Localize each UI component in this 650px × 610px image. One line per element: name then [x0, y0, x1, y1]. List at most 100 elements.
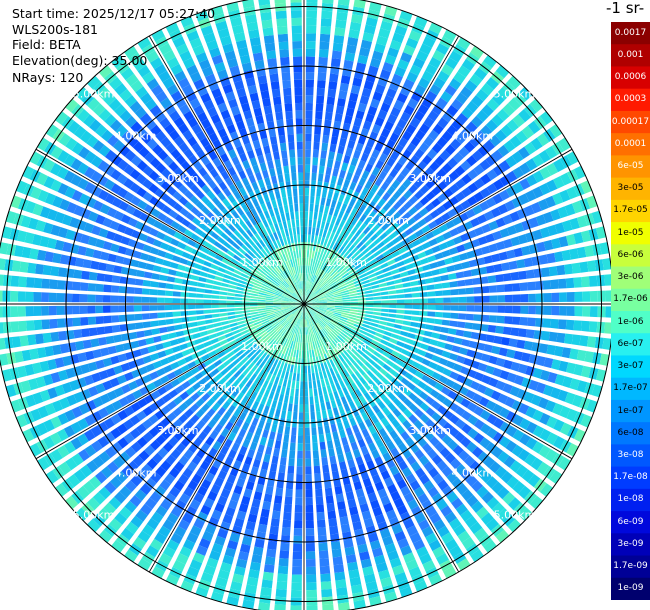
ray-bin: [357, 194, 365, 204]
ray-bin: [230, 258, 239, 265]
ray-bin: [349, 181, 357, 191]
ray-bin: [259, 387, 266, 396]
ray-bin: [237, 47, 249, 57]
ray-bin: [582, 306, 591, 317]
ray-bin: [267, 541, 278, 550]
ray-bin: [111, 539, 125, 553]
ray-bin: [276, 119, 284, 129]
ray-bin: [175, 499, 187, 511]
ray-bin: [452, 236, 463, 245]
ray-bin: [511, 400, 523, 412]
ray-bin: [287, 315, 294, 322]
ray-bin: [107, 253, 117, 263]
ray-bin: [384, 54, 397, 65]
ray-bin: [305, 149, 311, 158]
ray-bin: [405, 559, 419, 571]
ray-bin: [495, 129, 508, 142]
ray-bin: [186, 431, 196, 442]
ray-bin: [416, 329, 425, 336]
ray-bin: [519, 86, 533, 101]
colorbar-tick-label: 0.0006: [614, 72, 647, 83]
ray-bin: [535, 214, 547, 226]
ray-bin: [449, 371, 459, 381]
ray-bin: [357, 294, 366, 298]
ray-bin: [396, 299, 405, 304]
ray-bin: [273, 301, 281, 303]
ray-bin: [538, 150, 551, 163]
ray-bin: [310, 307, 319, 311]
ray-bin: [258, 369, 265, 378]
ray-bin: [96, 326, 106, 335]
ray-bin: [264, 556, 276, 566]
ray-bin: [98, 529, 113, 543]
ray-bin: [304, 350, 307, 359]
ray-bin: [444, 343, 454, 351]
ray-bin: [85, 350, 95, 361]
ray-bin: [0, 290, 3, 302]
ray-bin: [431, 103, 444, 116]
ray-bin: [504, 396, 516, 408]
ray-bin: [71, 142, 84, 155]
ray-bin: [423, 461, 435, 472]
ray-bin: [359, 356, 367, 364]
ray-bin: [257, 523, 268, 533]
ray-bin: [55, 483, 69, 497]
ray-bin: [302, 311, 304, 320]
ray-bin: [211, 54, 224, 65]
ray-bin: [138, 232, 148, 242]
ray-bin: [269, 192, 276, 201]
ray-bin: [229, 414, 238, 424]
ray-bin: [305, 95, 314, 104]
ray-bin: [52, 252, 62, 264]
ray-bin: [196, 287, 205, 293]
ray-bin: [298, 334, 301, 343]
ray-bin: [410, 280, 419, 287]
colorbar-tick-label: 3e-05: [617, 183, 644, 194]
ray-bin: [464, 80, 478, 93]
ray-bin: [373, 250, 382, 258]
ray-bin: [275, 111, 284, 121]
ray-bin: [287, 348, 292, 357]
ray-bin: [318, 295, 326, 300]
ray-bin: [304, 358, 307, 366]
ray-bin: [235, 361, 244, 370]
ray-bin: [242, 294, 251, 298]
ray-bin: [247, 361, 255, 370]
ray-bin: [257, 476, 266, 486]
ray-bin: [260, 587, 272, 597]
ray-bin: [177, 241, 187, 250]
ray-bin: [395, 425, 406, 435]
ray-bin: [279, 328, 286, 336]
ray-bin: [212, 259, 221, 266]
ray-bin: [95, 316, 104, 325]
ray-bin: [329, 240, 336, 249]
ray-bin: [263, 256, 270, 264]
ray-bin: [184, 355, 194, 363]
ray-bin: [218, 304, 227, 308]
ray-bin: [226, 124, 237, 134]
ray-bin: [280, 56, 290, 66]
ray-bin: [197, 320, 206, 326]
ray-bin: [282, 158, 289, 167]
ray-bin: [294, 282, 299, 290]
ray-bin: [264, 422, 271, 431]
ray-bin: [95, 471, 108, 484]
ray-bin: [263, 453, 271, 463]
ray-bin: [310, 242, 314, 251]
ray-bin: [275, 276, 282, 284]
ray-bin: [306, 17, 317, 26]
ray-bin: [263, 35, 275, 44]
ray-bin: [442, 368, 452, 377]
ray-bin: [237, 262, 246, 269]
ray-bin: [332, 328, 340, 335]
ray-bin: [369, 343, 378, 350]
ray-bin: [280, 304, 289, 307]
ray-bin: [414, 190, 424, 200]
ray-bin: [257, 297, 266, 300]
ray-bin: [28, 378, 39, 391]
ray-bin: [231, 425, 240, 435]
ray-bin: [167, 354, 177, 363]
ray-bin: [281, 282, 288, 289]
ray-bin: [351, 584, 363, 594]
ray-bin: [273, 297, 282, 301]
